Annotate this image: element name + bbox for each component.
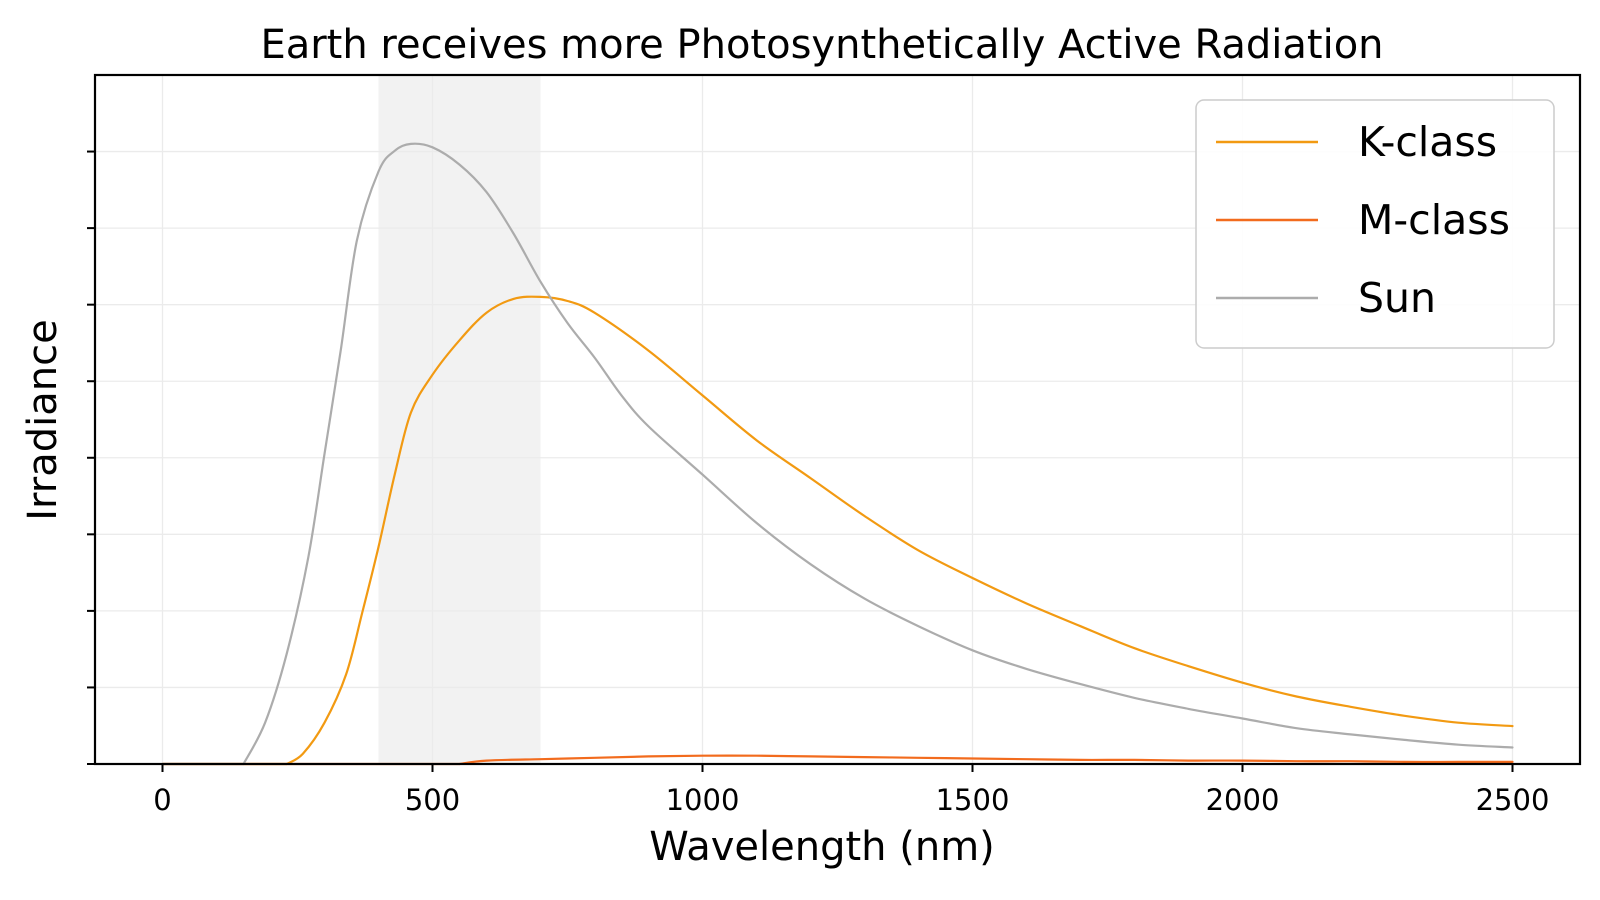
legend-label-sun: Sun xyxy=(1358,274,1436,322)
x-tick-label: 0 xyxy=(153,783,171,817)
chart-title: Earth receives more Photosynthetically A… xyxy=(260,22,1383,68)
series-line-m-class xyxy=(458,754,1514,766)
y-axis-label: Irradiance xyxy=(20,319,66,520)
x-tick-label: 2000 xyxy=(1206,783,1280,817)
plot-area: 0 500 1000 1500 2000 2500 xyxy=(87,73,1582,817)
axis-ticks xyxy=(87,150,1514,772)
x-tick-labels: 0 500 1000 1500 2000 2500 xyxy=(153,783,1549,817)
legend-label-m-class: M-class xyxy=(1358,196,1510,244)
x-tick-label: 1500 xyxy=(936,783,1010,817)
x-tick-label: 1000 xyxy=(666,783,740,817)
legend: K-class M-class Sun xyxy=(1195,99,1555,349)
plot-frame xyxy=(93,73,1582,766)
x-tick-label: 2500 xyxy=(1476,783,1550,817)
legend-label-k-class: K-class xyxy=(1358,118,1497,166)
x-axis-label: Wavelength (nm) xyxy=(649,824,995,870)
grid xyxy=(95,75,1580,765)
par-shaded-band xyxy=(378,75,541,764)
series-line-k-class xyxy=(285,295,1514,766)
x-tick-label: 500 xyxy=(405,783,460,817)
legend-box xyxy=(1195,99,1555,349)
series-line-sun xyxy=(242,142,1514,766)
